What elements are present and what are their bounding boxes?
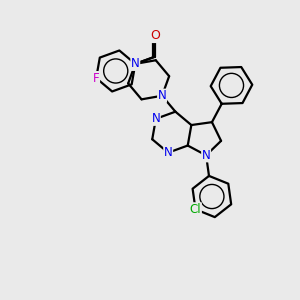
- Text: F: F: [93, 72, 100, 85]
- Text: N: N: [152, 112, 160, 125]
- Text: O: O: [150, 29, 160, 42]
- Text: N: N: [202, 149, 211, 162]
- Text: Cl: Cl: [190, 203, 201, 216]
- Text: N: N: [158, 89, 167, 102]
- Text: N: N: [131, 57, 140, 70]
- Text: N: N: [164, 146, 172, 159]
